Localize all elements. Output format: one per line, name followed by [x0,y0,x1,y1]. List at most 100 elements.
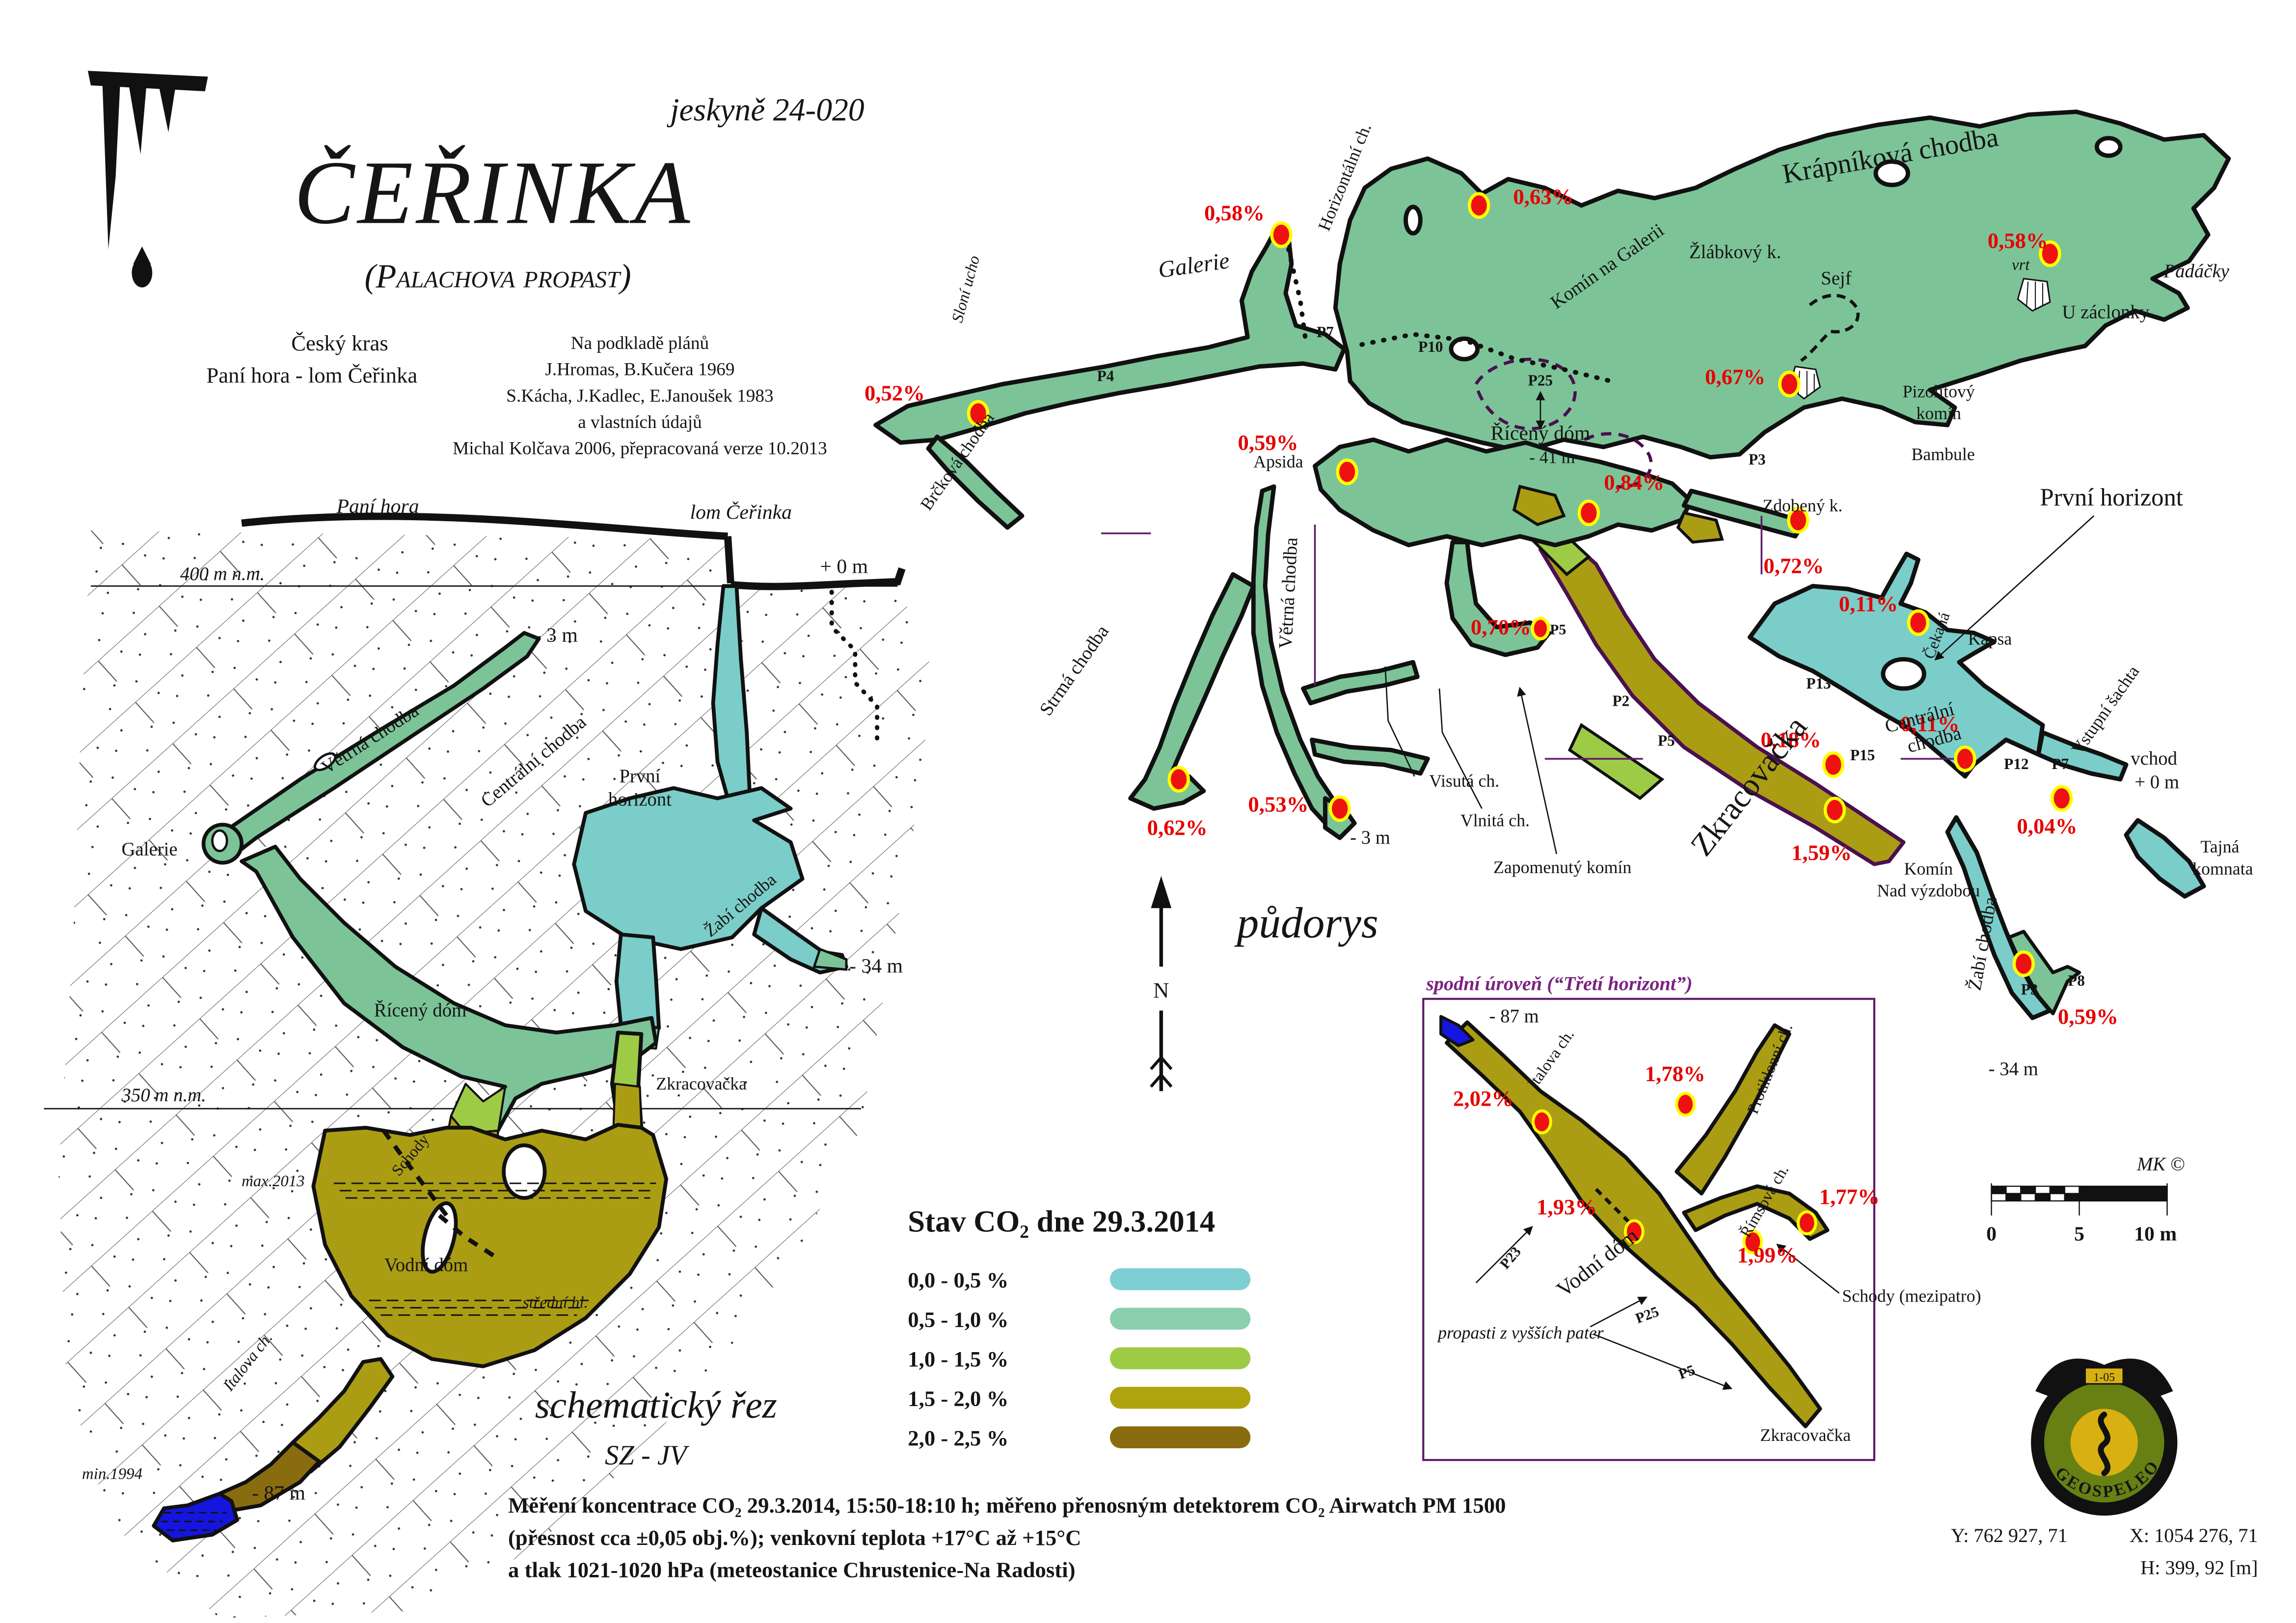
label-vlnita: Vlnitá ch. [1460,810,1530,830]
label-plus0: + 0 m [820,555,868,578]
label-minus41: - 41 m [1529,448,1575,467]
label-riceny-dom: Řícený dóm [374,1000,466,1021]
label-p7b: P7 [2052,755,2069,772]
label-zkracovacka: Zkracovačka [656,1074,747,1093]
label-p3b: P3 [2021,981,2038,998]
co2-value: 0,72% [1763,553,1824,578]
co2-value: 1,99% [1737,1243,1798,1267]
co2-value: 0,70% [1471,615,1531,639]
co2-value: 0,59% [1238,430,1298,455]
measurement-point [2051,785,2073,812]
measurement-point [2039,240,2061,267]
plan-olive-patches [1512,484,1724,544]
scale-bar: MK © 0 5 10 m [1986,1153,2185,1245]
plan-passages-teal [1747,552,2206,1020]
label-p8: P8 [2068,972,2085,989]
co2-value: 0,63% [1513,185,1573,209]
label-tajna-1: Tajná [2200,837,2239,856]
co2-value: 0,11% [1900,711,1960,736]
inset-border [1422,998,1876,1461]
legend-range: 0,0 - 0,5 % [908,1268,1008,1292]
cross-section: Paní hora lom Čeřinka 400 m n.m. 350 m n… [44,495,935,1619]
label-minus34: - 34 m [849,955,903,978]
label-zlabkovy: Žlábkový k. [1689,241,1781,263]
section-water-and-steps [161,1129,656,1531]
label-minus87: - 87 m [252,1482,305,1504]
inset-italova: Italova ch. [1524,1026,1578,1092]
credit-line: J.Hromas, B.Kučera 1969 [545,360,734,380]
legend-range: 2,0 - 2,5 % [908,1426,1008,1450]
inset-p5: P5 [1676,1362,1697,1383]
inset-p23: P23 [1497,1244,1524,1272]
scale-5: 5 [2074,1223,2084,1245]
plan-view-label: půdorys [1234,899,1378,947]
measurement-point [2012,950,2035,977]
label-zdobeny: Zdobený k. [1762,496,1842,515]
label-apsida: Apsida [1253,452,1303,472]
section-passages [152,584,848,1543]
co2-value: 0,04% [2017,814,2077,838]
inset-vodni-dom: Vodní dóm [1552,1223,1643,1302]
label-pani-hora: Paní hora [336,495,419,518]
measurement-point [1167,766,1190,793]
label-galerie-plan: Galerie [1157,247,1231,283]
inset-leaders [1475,1225,1840,1390]
credit-line: Michal Kolčava 2006, přepracovaná verze … [453,439,827,459]
legend-range: 1,5 - 2,0 % [908,1386,1008,1411]
scale-10: 10 m [2134,1223,2177,1245]
credit-line: S.Kácha, J.Kadlec, E.Janoušek 1983 [506,386,773,406]
label-p7a: P7 [1317,323,1334,341]
label-vchod-0: + 0 m [2134,772,2179,793]
label-p4: P4 [1097,368,1114,385]
co2-value: 0,62% [1147,815,1208,840]
plan-section-marks [1101,515,1970,760]
inset-schody: Schody (mezipatro) [1842,1286,1981,1306]
label-visuta: Visutá ch. [1429,771,1499,791]
measurement-point [1823,797,1846,824]
north-letter: N [1153,978,1169,1002]
co2-value: 1,93% [1537,1195,1597,1219]
measurement-point [1328,795,1351,822]
co2-value: 0,53% [1248,792,1308,816]
region-line-2: Paní hora - lom Čeřinka [206,363,417,388]
logo-symbol [2098,1411,2110,1476]
north-arrow [1150,876,1173,1091]
measurement-point [1577,499,1600,527]
measurement-point [1822,751,1845,778]
label-minus3-plan: - 3 m [1350,827,1390,848]
label-400m: 400 m n.m. [180,563,265,585]
label-minus3: - 3 m [535,624,578,646]
co2-value: 1,77% [1819,1184,1880,1209]
measurement-point [1467,192,1490,219]
measurement-point [1907,609,1930,636]
stalactite-icon [87,71,208,288]
legend-title: Stav CO₂ dne 29.3.2014 [908,1204,1215,1239]
label-riceny-plan: Řícený dóm [1490,422,1590,445]
label-lom-cerinka: lom Čeřinka [690,501,792,524]
cave-number: jeskyně 24-020 [666,93,864,128]
terrain-lines [44,512,906,1110]
coord-x: X: 1054 276, 71 [2130,1524,2258,1546]
label-galerie: Galerie [122,839,178,860]
label-pizolitovy-2: komín [1916,403,1961,423]
legend-range: 0,5 - 1,0 % [908,1307,1008,1331]
label-min1994: min.1994 [82,1465,142,1483]
inset-propasti: propasti z vyšších pater [1436,1323,1604,1342]
scale-0: 0 [1986,1223,1997,1245]
label-vodni-dom: Vodní dóm [384,1254,468,1276]
measurement-point [1531,616,1550,640]
plan-view: 0,58% 0,63% 0,58% 0,52% 0,67% 0,59% 0,84… [864,109,2253,1091]
inset-title: spodní úroveň (“Třetí horizont”) [1426,972,1692,994]
region-line-1: Český kras [291,331,388,355]
measurement-points [967,192,2073,977]
credit-line: Na podkladě plánů [571,333,709,353]
label-p10: P10 [1418,338,1443,355]
co2-value: 1,59% [1791,840,1852,865]
label-zapomenuty: Zapomenutý komín [1493,857,1631,877]
label-p2: P2 [1613,692,1630,710]
label-vchod: vchod [2131,748,2177,769]
inset-points [1531,1091,1817,1254]
logo-banner-text: 1-05 [2093,1371,2115,1384]
label-padacky: Padáčky [2163,261,2229,282]
